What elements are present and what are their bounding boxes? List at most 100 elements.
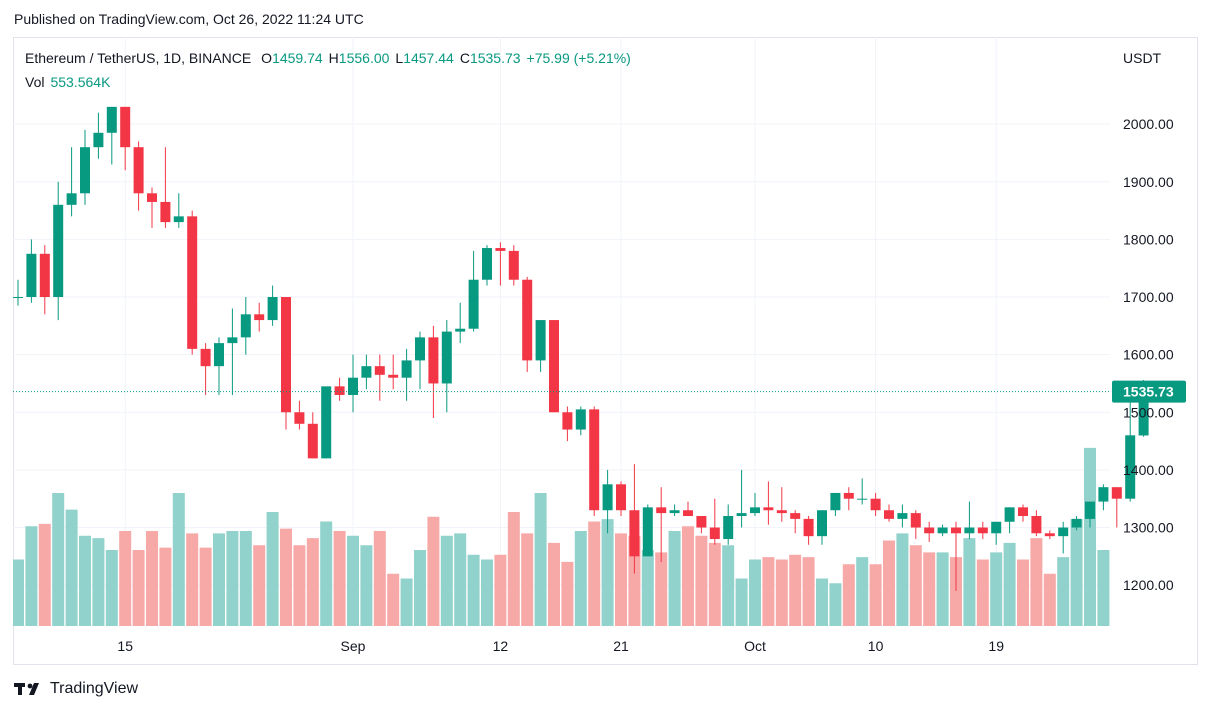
candle[interactable] bbox=[214, 337, 224, 395]
candle[interactable] bbox=[616, 481, 626, 516]
candle[interactable] bbox=[669, 504, 680, 516]
candle[interactable] bbox=[1018, 504, 1028, 522]
candle[interactable] bbox=[361, 354, 372, 390]
candle[interactable] bbox=[535, 320, 546, 372]
candle[interactable] bbox=[53, 181, 64, 321]
candle[interactable] bbox=[1058, 521, 1069, 554]
candle[interactable] bbox=[1085, 501, 1095, 528]
candle[interactable] bbox=[26, 239, 37, 303]
candle[interactable] bbox=[683, 501, 693, 516]
candle[interactable] bbox=[1031, 510, 1042, 537]
candle[interactable] bbox=[830, 492, 841, 516]
candle[interactable] bbox=[575, 406, 586, 436]
candle[interactable] bbox=[776, 487, 787, 522]
candle-body bbox=[93, 132, 104, 148]
candle[interactable] bbox=[120, 106, 131, 171]
candle-body bbox=[53, 204, 64, 298]
candle[interactable] bbox=[763, 481, 774, 525]
candle[interactable] bbox=[348, 354, 358, 413]
candle[interactable] bbox=[629, 464, 640, 574]
candle[interactable] bbox=[13, 279, 23, 306]
candle[interactable] bbox=[723, 504, 734, 545]
candle[interactable] bbox=[294, 400, 305, 430]
candle[interactable] bbox=[66, 147, 77, 217]
candle[interactable] bbox=[602, 469, 613, 534]
candle[interactable] bbox=[790, 510, 801, 534]
candle[interactable] bbox=[562, 406, 573, 442]
candle[interactable] bbox=[374, 354, 385, 401]
candle[interactable] bbox=[696, 515, 707, 534]
volume-bar bbox=[775, 559, 788, 626]
volume-bar bbox=[373, 531, 386, 626]
candle[interactable] bbox=[428, 325, 439, 419]
candle[interactable] bbox=[977, 521, 988, 540]
candle[interactable] bbox=[388, 354, 399, 390]
candle[interactable] bbox=[1125, 394, 1136, 502]
footer-brand[interactable]: TradingView bbox=[14, 680, 138, 698]
candle[interactable] bbox=[937, 524, 948, 537]
candle[interactable] bbox=[227, 308, 238, 395]
candle[interactable] bbox=[709, 498, 720, 545]
candle[interactable] bbox=[857, 478, 868, 505]
candle[interactable] bbox=[106, 106, 117, 165]
candle[interactable] bbox=[160, 147, 171, 228]
candle-body bbox=[1044, 533, 1055, 537]
candle[interactable] bbox=[495, 242, 506, 286]
candle[interactable] bbox=[93, 112, 104, 159]
candle[interactable] bbox=[147, 187, 157, 228]
candle-body bbox=[642, 507, 653, 557]
candle[interactable] bbox=[455, 302, 466, 344]
candle[interactable] bbox=[1111, 487, 1122, 528]
candle[interactable] bbox=[307, 412, 318, 459]
volume-bar bbox=[172, 493, 185, 626]
candle[interactable] bbox=[173, 193, 184, 228]
candle[interactable] bbox=[522, 276, 533, 372]
candle[interactable] bbox=[884, 504, 894, 522]
candle[interactable] bbox=[870, 492, 881, 516]
candle-body bbox=[575, 409, 586, 430]
candle[interactable] bbox=[951, 521, 961, 591]
candle[interactable] bbox=[843, 487, 854, 511]
candle[interactable] bbox=[321, 386, 332, 459]
candle[interactable] bbox=[964, 501, 975, 540]
candle[interactable] bbox=[817, 510, 827, 545]
candle[interactable] bbox=[254, 302, 265, 332]
candle[interactable] bbox=[468, 250, 479, 332]
volume-bar bbox=[521, 533, 534, 626]
candle[interactable] bbox=[334, 377, 345, 401]
candle[interactable] bbox=[281, 297, 291, 430]
candle[interactable] bbox=[736, 469, 747, 528]
candle[interactable] bbox=[803, 515, 814, 545]
candle[interactable] bbox=[1004, 507, 1015, 534]
candle[interactable] bbox=[200, 343, 211, 395]
candle[interactable] bbox=[80, 129, 90, 205]
volume-bar bbox=[923, 552, 936, 626]
candle[interactable] bbox=[240, 297, 251, 355]
candle[interactable] bbox=[589, 406, 600, 516]
candle[interactable] bbox=[656, 487, 667, 563]
price-chart[interactable]: 1200.00 1300.00 1400.00 1500.00 1600.00 1700.… bbox=[13, 37, 1198, 665]
volume-value: 553.564K bbox=[50, 74, 111, 90]
candle[interactable] bbox=[1098, 484, 1109, 511]
candle[interactable] bbox=[897, 504, 908, 528]
candle[interactable] bbox=[441, 320, 452, 413]
volume-bar bbox=[333, 531, 346, 626]
candle[interactable] bbox=[1044, 530, 1055, 540]
candle[interactable] bbox=[549, 320, 559, 413]
candle[interactable] bbox=[187, 210, 198, 355]
volume-bar bbox=[789, 554, 802, 626]
candle[interactable] bbox=[133, 141, 144, 211]
candle[interactable] bbox=[991, 521, 1002, 545]
candle[interactable] bbox=[1071, 515, 1082, 531]
candle[interactable] bbox=[508, 245, 519, 286]
candle[interactable] bbox=[415, 331, 425, 390]
candle[interactable] bbox=[401, 348, 412, 401]
candle[interactable] bbox=[910, 510, 921, 540]
candle[interactable] bbox=[642, 504, 653, 557]
candle[interactable] bbox=[924, 521, 935, 542]
candle[interactable] bbox=[750, 492, 760, 516]
candle[interactable] bbox=[39, 245, 50, 315]
candle-body bbox=[736, 513, 747, 516]
candle[interactable] bbox=[267, 285, 278, 326]
candle[interactable] bbox=[482, 245, 492, 286]
